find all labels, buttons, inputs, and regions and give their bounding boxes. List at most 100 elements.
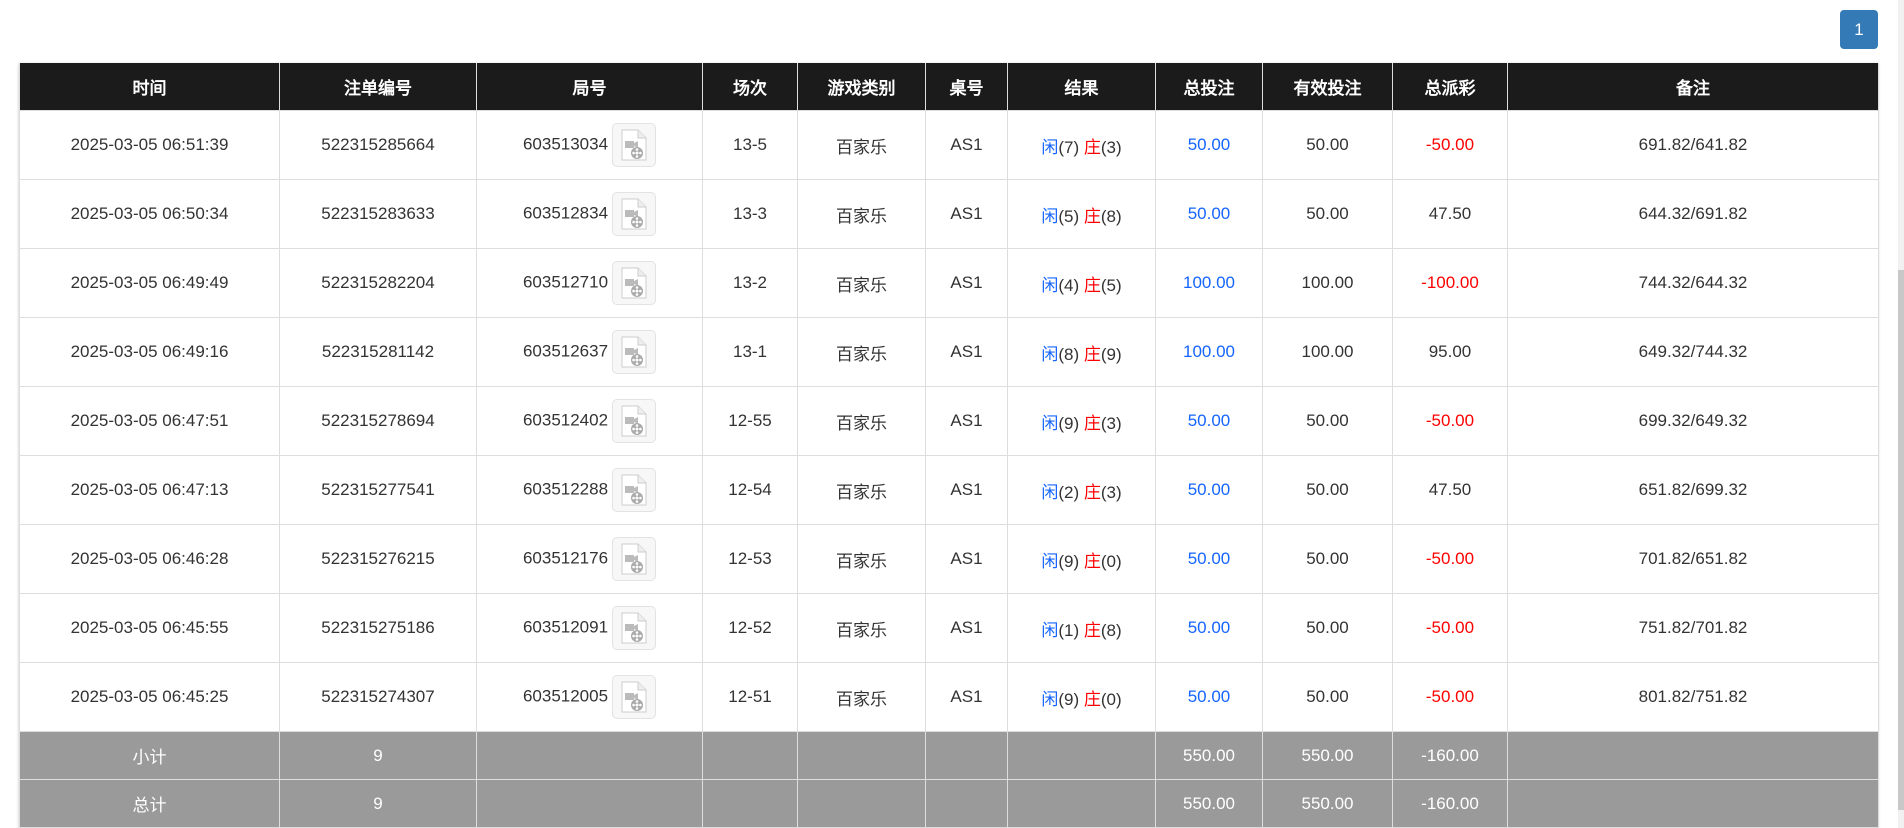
cell-valid-bet: 50.00 [1262,386,1393,456]
cell-bet-id: 522315283633 [279,179,477,249]
video-replay-icon[interactable] [612,537,657,581]
cell-table-no: AS1 [925,662,1008,732]
cell-result: 闲(9) 庄(0) [1007,524,1156,594]
cell-result: 闲(4) 庄(5) [1007,248,1156,318]
round-number: 603512176 [522,548,609,568]
banker-points: (9) [1100,344,1122,364]
cell-time: 2025-03-05 06:45:55 [19,593,280,663]
player-label: 闲 [1041,344,1059,364]
cell-valid-bet: 50.00 [1262,524,1393,594]
cell-game-type: 百家乐 [797,455,926,525]
empty-cell [1007,779,1156,828]
cell-time: 2025-03-05 06:47:13 [19,455,280,525]
video-replay-icon[interactable] [612,192,657,236]
cell-game-type: 百家乐 [797,386,926,456]
cell-total-bet: 100.00 [1155,317,1263,387]
cell-note: 649.32/744.32 [1507,317,1879,387]
empty-cell [1507,731,1879,780]
table-row: 2025-03-05 06:47:51 522315278694 6035124… [19,386,1879,456]
video-replay-icon[interactable] [612,399,657,443]
video-replay-icon[interactable] [612,330,657,374]
player-points: (8) [1058,344,1080,364]
player-label: 闲 [1041,413,1059,433]
cell-round: 603512176 [476,524,703,594]
cell-total-payout: -50.00 [1392,662,1508,732]
table-row: 2025-03-05 06:46:28 522315276215 6035121… [19,524,1879,594]
video-replay-icon[interactable] [612,123,657,167]
player-points: (4) [1058,275,1080,295]
cell-round: 603512710 [476,248,703,318]
cell-total-bet: 50.00 [1155,179,1263,249]
table-row: 2025-03-05 06:50:34 522315283633 6035128… [19,179,1879,249]
cell-table-no: AS1 [925,110,1008,180]
cell-bet-id: 522315281142 [279,317,477,387]
empty-cell [925,779,1008,828]
player-points: (9) [1058,689,1080,709]
page-1-button[interactable]: 1 [1840,10,1878,49]
cell-result: 闲(7) 庄(3) [1007,110,1156,180]
cell-table-no: AS1 [925,317,1008,387]
cell-result: 闲(1) 庄(8) [1007,593,1156,663]
cell-game-type: 百家乐 [797,248,926,318]
cell-time: 2025-03-05 06:49:49 [19,248,280,318]
cell-table-no: AS1 [925,455,1008,525]
scrollbar[interactable] [1898,0,1904,828]
bet-records-table: 时间 注单编号 局号 场次 游戏类别 桌号 结果 总投注 有效投注 总派彩 备注 2025-03-0… [19,63,1879,828]
banker-label: 庄 [1083,137,1101,157]
cell-result: 闲(5) 庄(8) [1007,179,1156,249]
video-replay-icon[interactable] [612,468,657,512]
banker-points: (0) [1100,689,1122,709]
video-replay-icon[interactable] [612,606,657,650]
empty-cell [476,779,703,828]
cell-valid-bet: 50.00 [1262,662,1393,732]
banker-points: (3) [1100,137,1122,157]
cell-round: 603512402 [476,386,703,456]
cell-note: 644.32/691.82 [1507,179,1879,249]
player-label: 闲 [1041,206,1059,226]
cell-round: 603512834 [476,179,703,249]
summary-label: 总计 [19,779,280,828]
header-bet-id: 注单编号 [279,63,477,111]
header-result: 结果 [1007,63,1156,111]
video-replay-icon[interactable] [612,675,657,719]
cell-game-type: 百家乐 [797,110,926,180]
header-valid-bet: 有效投注 [1262,63,1393,111]
cell-shoe: 12-53 [702,524,798,594]
cell-valid-bet: 50.00 [1262,110,1393,180]
cell-total-payout: -50.00 [1392,593,1508,663]
cell-table-no: AS1 [925,179,1008,249]
cell-round: 603512637 [476,317,703,387]
summary-count: 9 [279,779,477,828]
cell-result: 闲(9) 庄(3) [1007,386,1156,456]
round-number: 603512637 [522,341,609,361]
player-label: 闲 [1041,620,1059,640]
cell-game-type: 百家乐 [797,317,926,387]
header-total-bet: 总投注 [1155,63,1263,111]
table-row: 2025-03-05 06:49:49 522315282204 6035127… [19,248,1879,318]
banker-label: 庄 [1083,206,1101,226]
round-number: 603512005 [522,686,609,706]
empty-cell [797,731,926,780]
scrollbar-thumb[interactable] [1898,270,1904,810]
cell-note: 651.82/699.32 [1507,455,1879,525]
cell-table-no: AS1 [925,248,1008,318]
player-label: 闲 [1041,275,1059,295]
cell-note: 801.82/751.82 [1507,662,1879,732]
cell-total-bet: 50.00 [1155,110,1263,180]
cell-round: 603512005 [476,662,703,732]
cell-result: 闲(9) 庄(0) [1007,662,1156,732]
player-points: (1) [1058,620,1080,640]
cell-shoe: 13-3 [702,179,798,249]
cell-shoe: 12-55 [702,386,798,456]
cell-valid-bet: 100.00 [1262,248,1393,318]
banker-points: (3) [1100,413,1122,433]
cell-total-payout: -100.00 [1392,248,1508,318]
summary-total-bet: 550.00 [1155,779,1263,828]
banker-label: 庄 [1083,344,1101,364]
banker-label: 庄 [1083,275,1101,295]
cell-bet-id: 522315285664 [279,110,477,180]
banker-points: (8) [1100,620,1122,640]
cell-time: 2025-03-05 06:45:25 [19,662,280,732]
summary-label: 小计 [19,731,280,780]
video-replay-icon[interactable] [612,261,657,305]
